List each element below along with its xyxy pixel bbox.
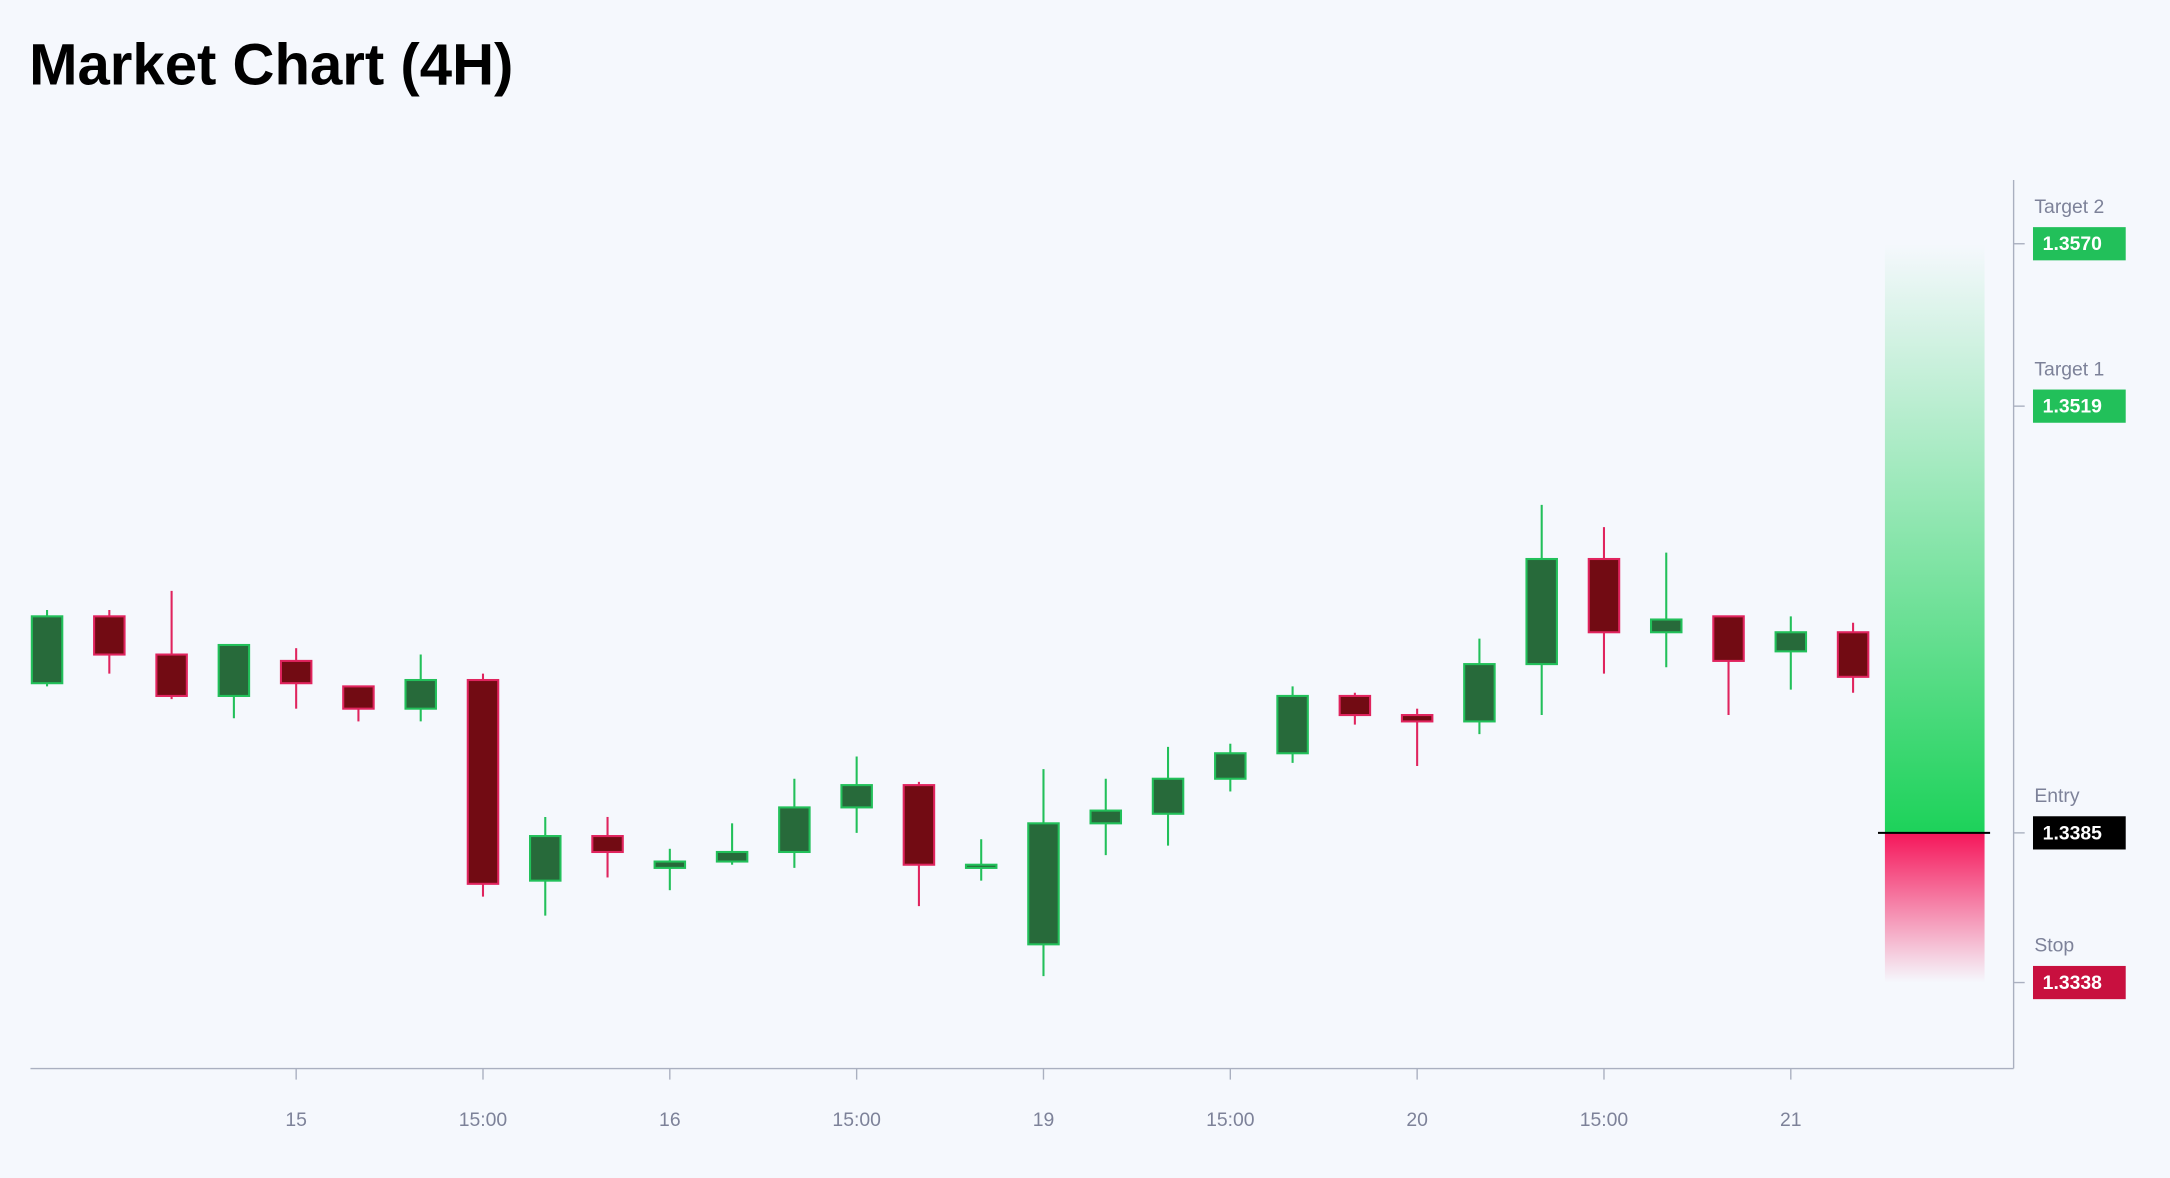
candle-body xyxy=(653,860,687,869)
candle-body xyxy=(1836,631,1870,678)
candle-body xyxy=(217,643,251,697)
candle-body xyxy=(1463,663,1496,723)
level-badge xyxy=(2032,816,2126,850)
level-value: 1.3338 xyxy=(2043,972,2102,994)
candle-body xyxy=(93,615,126,656)
candle-body xyxy=(466,678,500,885)
candle-body xyxy=(591,835,624,854)
level-badge xyxy=(2032,227,2126,261)
level-name: Target 1 xyxy=(2034,358,2104,380)
candle-body xyxy=(279,659,313,685)
candle-body xyxy=(1712,615,1745,662)
loss-zone xyxy=(1884,832,1985,983)
x-tick-label: 15 xyxy=(285,1109,307,1131)
candle-body xyxy=(1027,822,1060,946)
candle-body xyxy=(1151,777,1185,815)
chart-title: Market Chart (4H) xyxy=(29,33,513,98)
x-tick-label: 15:00 xyxy=(459,1109,508,1131)
level-name: Stop xyxy=(2034,935,2074,957)
x-tick-label: 15:00 xyxy=(832,1109,881,1131)
level-value: 1.3385 xyxy=(2043,822,2102,844)
candle-body xyxy=(840,784,873,809)
candle-body xyxy=(778,806,811,854)
candle-body xyxy=(964,863,998,869)
candle-body xyxy=(1649,618,1683,634)
level-value: 1.3519 xyxy=(2043,396,2102,418)
candle-body xyxy=(1338,694,1372,717)
level-badge xyxy=(2032,389,2126,423)
candle-body xyxy=(404,678,437,710)
candle-body xyxy=(529,835,562,882)
candle-body xyxy=(1089,809,1123,825)
candle-body xyxy=(1276,694,1309,755)
x-tick-label: 15:00 xyxy=(1580,1109,1629,1131)
level-badge xyxy=(2032,965,2126,1000)
candle-body xyxy=(1400,714,1434,723)
candle-body xyxy=(1587,557,1621,634)
level-name: Entry xyxy=(2034,785,2080,807)
candle-body xyxy=(155,653,188,697)
x-tick-label: 19 xyxy=(1033,1109,1055,1131)
candle-body xyxy=(30,615,64,685)
candle-body xyxy=(715,850,749,863)
x-tick-label: 21 xyxy=(1780,1109,1802,1131)
x-tick-label: 15:00 xyxy=(1206,1109,1255,1131)
candle-body xyxy=(342,685,375,710)
candle-body xyxy=(1525,557,1558,666)
level-name: Target 2 xyxy=(2034,196,2104,218)
candle-body xyxy=(902,784,936,866)
level-value: 1.3570 xyxy=(2043,233,2102,255)
x-tick-label: 20 xyxy=(1406,1109,1428,1131)
candle-body xyxy=(1214,752,1247,780)
profit-zone xyxy=(1884,243,1985,833)
candle-body xyxy=(1774,631,1808,653)
x-tick-label: 16 xyxy=(659,1109,681,1131)
